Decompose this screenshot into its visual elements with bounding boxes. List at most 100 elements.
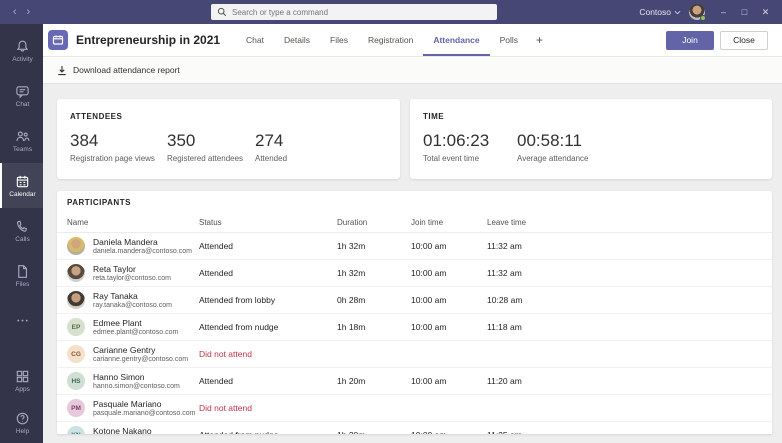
avatar (67, 237, 85, 255)
sidebar-item-label: Calendar (9, 190, 36, 198)
sidebar-item-calendar[interactable]: Calendar (0, 163, 43, 208)
meeting-icon (48, 30, 68, 50)
sidebar-item-apps[interactable]: Apps (0, 358, 43, 403)
avatar-initials: HS (67, 372, 85, 390)
table-row: CG Carianne Gentry carianne.gentry@conto… (57, 341, 772, 368)
table-row: EP Edmee Plant edmee.plant@contoso.com A… (57, 314, 772, 341)
sidebar-item-help[interactable]: Help (0, 403, 43, 443)
user-avatar[interactable] (689, 4, 706, 21)
search-box[interactable] (211, 4, 497, 20)
close-window-button[interactable]: ✕ (761, 6, 770, 17)
chat-icon (16, 85, 29, 98)
stat-registered-attendees: 350 Registered attendees (167, 131, 255, 163)
calendar-icon (16, 175, 29, 187)
stat-value: 00:58:11 (517, 131, 582, 150)
stat-label: Registration page views (70, 154, 155, 163)
nav-forward-icon[interactable]: › (26, 6, 31, 18)
download-icon (58, 65, 66, 75)
stat-value: 274 (255, 131, 284, 150)
tab-chat[interactable]: Chat (246, 35, 265, 45)
participant-name: Reta Taylor (93, 263, 136, 274)
time-card: TIME 01:06:23 Total event time 00:58:11 … (410, 99, 772, 179)
avatar (67, 264, 85, 282)
tab-polls[interactable]: Polls (499, 35, 519, 45)
tenant-switcher[interactable]: Contoso (639, 7, 681, 17)
tab-details[interactable]: Details (284, 35, 310, 45)
participant-email: ray.tanaka@contoso.com (93, 301, 172, 309)
sidebar-item-label: Apps (15, 385, 30, 393)
participant-name: Kotone Nakano (93, 425, 152, 435)
page-title: Entrepreneurship in 2021 (76, 33, 221, 47)
search-input[interactable] (232, 7, 472, 17)
sidebar-item-calls[interactable]: Calls (0, 208, 43, 253)
participant-name: Edmee Plant (93, 317, 142, 328)
participant-email: hanno.simon@contoso.com (93, 382, 180, 390)
attendance-content: ATTENDEES 384 Registration page views 35… (43, 84, 782, 443)
column-header-leave-time: Leave time (487, 217, 527, 227)
maximize-button[interactable]: □ (741, 6, 748, 17)
participant-name: Carianne Gentry (93, 344, 156, 355)
leave-time-cell: 10:28 am (487, 295, 523, 305)
phone-icon (16, 220, 27, 232)
bell-icon (16, 40, 29, 52)
tab-files[interactable]: Files (330, 35, 348, 45)
tab-registration[interactable]: Registration (367, 35, 414, 45)
duration-cell: 1h 32m (337, 268, 366, 278)
participant-email: daniela.mandera@contoso.com (93, 247, 192, 255)
column-header-status: Status (199, 217, 222, 227)
attendees-card: ATTENDEES 384 Registration page views 35… (57, 99, 400, 179)
download-report-link[interactable]: Download attendance report (57, 65, 180, 76)
avatar-initials: CG (67, 345, 85, 363)
add-tab-button[interactable]: + (536, 33, 544, 47)
nav-back-icon[interactable]: ‹ (12, 6, 17, 18)
table-row: HS Hanno Simon hanno.simon@contoso.com A… (57, 368, 772, 395)
participant-name: Daniela Mandera (93, 236, 158, 247)
people-icon (16, 130, 30, 141)
join-time-cell: 10:00 am (411, 430, 487, 434)
search-icon (217, 7, 227, 17)
leave-time-cell: 11:20 am (487, 376, 522, 386)
download-report-label: Download attendance report (73, 65, 180, 75)
table-row: Daniela Mandera daniela.mandera@contoso.… (57, 233, 772, 260)
participant-email: reta.taylor@contoso.com (93, 274, 171, 282)
tab-attendance[interactable]: Attendance (423, 24, 490, 56)
table-row: Ray Tanaka ray.tanaka@contoso.com Attend… (57, 287, 772, 314)
sidebar-item-label: Help (15, 428, 30, 435)
sidebar-item-chat[interactable]: Chat (0, 73, 43, 118)
sidebar-item-label: Activity (12, 55, 33, 63)
minimize-button[interactable]: – (720, 6, 726, 17)
table-row: PM Pasquale Mariano pasquale.mariano@con… (57, 395, 772, 422)
status-cell: Attended from nudge (199, 322, 279, 332)
join-time-cell: 10:00 am (411, 241, 447, 251)
column-header-duration: Duration (337, 217, 368, 227)
sidebar-item-activity[interactable]: Activity (0, 28, 43, 73)
duration-cell: 1h 32m (337, 241, 366, 251)
tab-bar: Chat Details Files Registration Attendan… (236, 24, 551, 56)
close-button[interactable]: Close (720, 30, 768, 50)
column-header-name: Name (67, 217, 89, 227)
file-icon (18, 264, 27, 278)
help-icon (16, 412, 29, 425)
table-row: Reta Taylor reta.taylor@contoso.com Atte… (57, 260, 772, 287)
participant-name: Hanno Simon (93, 371, 145, 382)
more-dots-icon (17, 319, 28, 322)
status-cell: Did not attend (199, 349, 252, 359)
duration-cell: 1h 20m (337, 430, 411, 434)
sidebar-item-more[interactable] (0, 298, 43, 343)
column-header-join-time: Join time (411, 217, 444, 227)
stat-value: 384 (70, 131, 99, 150)
sidebar-item-files[interactable]: Files (0, 253, 43, 298)
stat-label: Total event time (423, 154, 480, 163)
sidebar-item-teams[interactable]: Teams (0, 118, 43, 163)
app-rail: Activity Chat Teams (0, 24, 43, 443)
presence-available-icon (700, 15, 706, 21)
status-cell: Attended (199, 241, 234, 251)
join-button[interactable]: Join (666, 30, 714, 50)
status-cell: Did not attend (199, 403, 252, 413)
stat-label: Average attendance (517, 154, 589, 163)
stat-average-attendance: 00:58:11 Average attendance (517, 131, 601, 163)
attendees-card-title: ATTENDEES (70, 112, 123, 121)
join-time-cell: 10:00 am (411, 295, 447, 305)
participant-email: carianne.gentry@contoso.com (93, 355, 189, 363)
avatar-initials: KN (67, 426, 85, 434)
